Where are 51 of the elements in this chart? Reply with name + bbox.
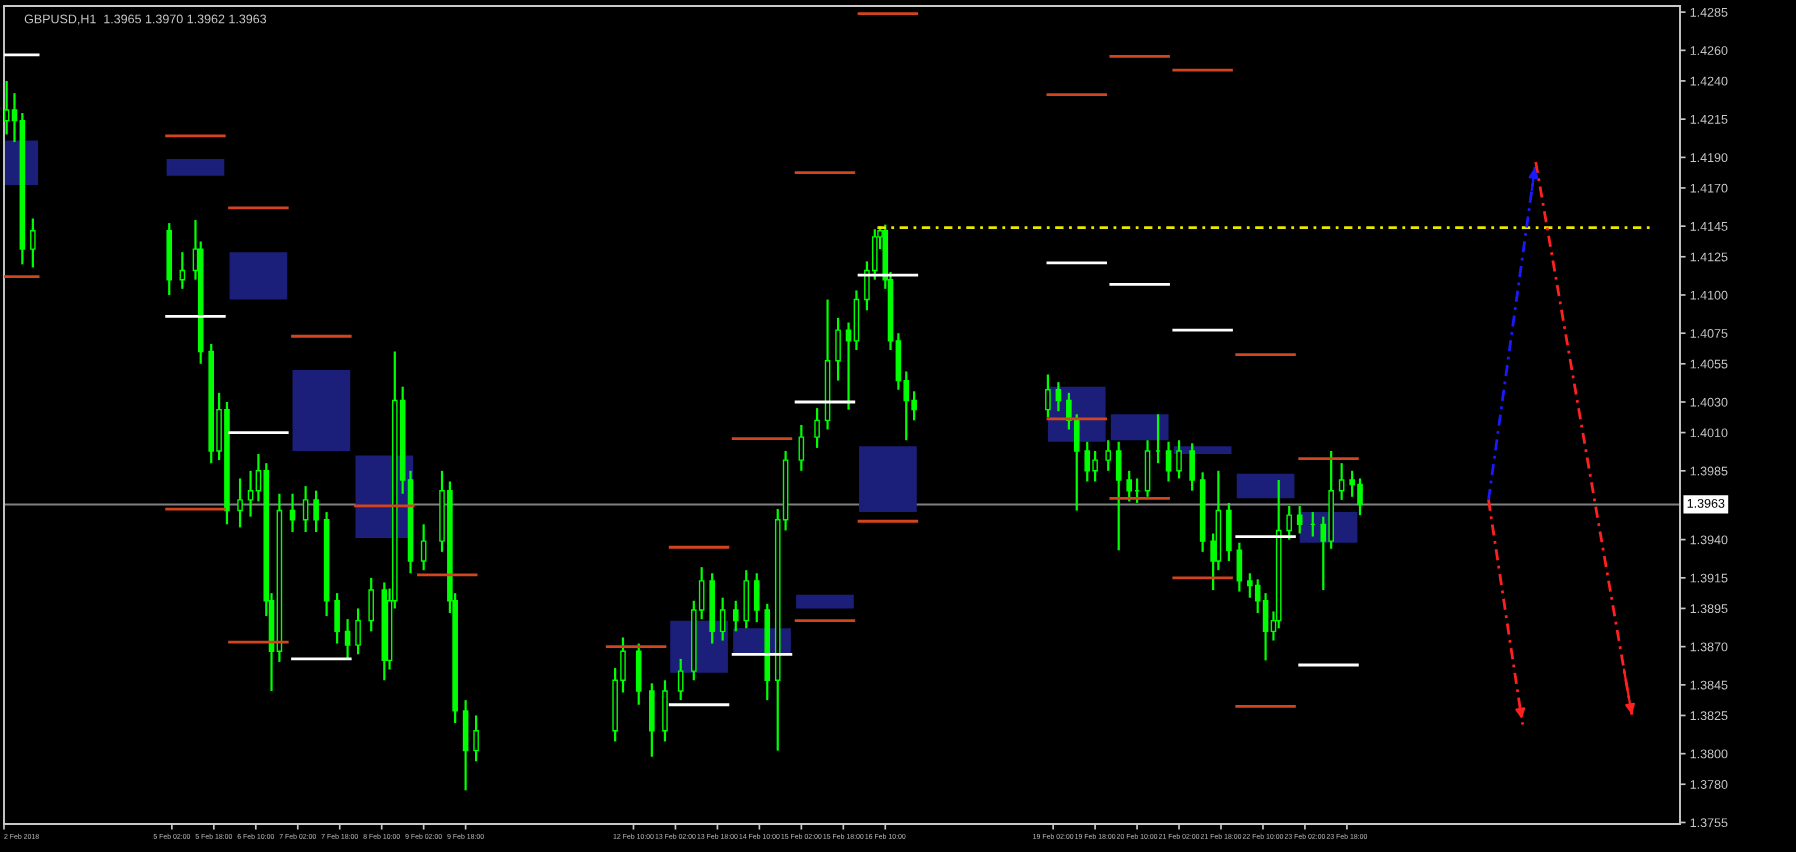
- candlestick: [1176, 439, 1182, 480]
- bar: [859, 446, 917, 513]
- candlestick: [743, 569, 750, 630]
- bar: [166, 158, 225, 176]
- candlestick: [635, 642, 642, 706]
- bar: [1236, 473, 1295, 499]
- candlestick: [473, 714, 479, 763]
- candlestick: [798, 423, 805, 472]
- candlestick: [368, 576, 374, 633]
- bar: [1110, 414, 1169, 441]
- candlestick: [1286, 504, 1292, 541]
- candlestick: [1165, 440, 1172, 483]
- candlestick: [355, 607, 361, 656]
- candlestick: [1126, 469, 1132, 503]
- candlestick: [247, 469, 254, 518]
- candlestick: [753, 572, 760, 624]
- candlestick: [1084, 440, 1091, 483]
- bar: [229, 252, 288, 300]
- candlestick: [1092, 449, 1098, 483]
- candlestick: [1357, 477, 1363, 517]
- candlestick: [1262, 592, 1269, 662]
- candlestick: [1045, 373, 1051, 419]
- candlestick: [853, 289, 860, 352]
- candlestick: [462, 699, 469, 792]
- candlestick: [237, 477, 243, 529]
- candlestick: [1338, 462, 1345, 501]
- candlestick: [1144, 439, 1151, 498]
- candlestick: [814, 407, 820, 449]
- candlestick: [420, 523, 427, 572]
- candlestick: [1226, 501, 1232, 563]
- candlestick: [835, 316, 841, 382]
- candlestick: [344, 618, 351, 660]
- bar: [796, 594, 854, 609]
- candlestick: [30, 217, 36, 269]
- candlestick: [1189, 442, 1195, 492]
- candlestick: [649, 682, 655, 758]
- candlestick: [677, 657, 684, 702]
- bar: [292, 369, 351, 451]
- candlestick: [1247, 572, 1253, 599]
- candlestick: [1115, 440, 1122, 552]
- candlestick: [1236, 541, 1243, 593]
- candlestick: [719, 596, 726, 642]
- candlestick: [302, 484, 309, 534]
- candlestick: [732, 599, 739, 633]
- candlestick: [1296, 504, 1303, 535]
- candlestick: [334, 592, 340, 645]
- candlestick: [313, 489, 319, 534]
- candlestick: [1105, 439, 1112, 472]
- candlestick: [1055, 381, 1062, 413]
- candlestick: [1349, 469, 1355, 498]
- candlestick: [662, 679, 668, 743]
